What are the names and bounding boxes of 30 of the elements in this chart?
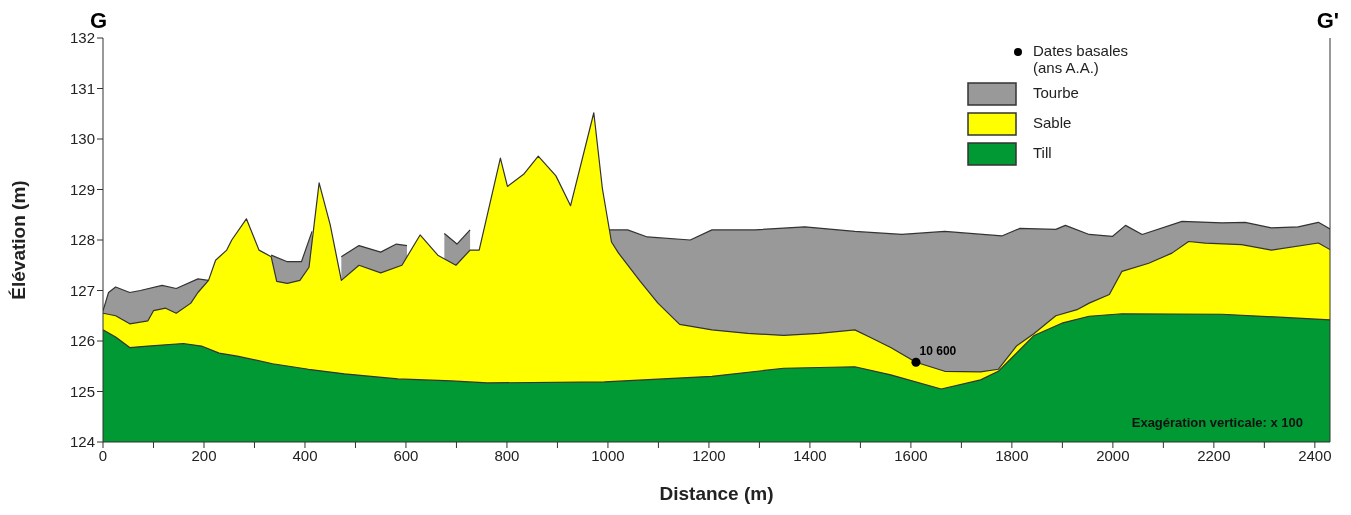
y-tick-label: 130	[69, 130, 95, 148]
annotation: Exagération verticale: x 100	[1131, 415, 1303, 430]
x-axis-title: Distance (m)	[659, 483, 774, 504]
x-tick-label: 2400	[1298, 446, 1332, 464]
x-tick-label: 200	[191, 446, 217, 464]
x-tick-label: 1200	[692, 446, 726, 464]
x-tick-label: 1400	[793, 446, 827, 464]
x-tick-label: 400	[292, 446, 318, 464]
annotation: 10 600	[919, 344, 957, 359]
text: G'	[1316, 8, 1339, 34]
y-tick-label: 129	[69, 180, 95, 198]
y-tick-label: 125	[69, 382, 95, 400]
x-tick-label: 800	[494, 446, 520, 464]
x-tick-label: 1600	[894, 446, 928, 464]
legend-label: Dates basales (ans A.A.)	[1033, 41, 1130, 76]
legend-label: Tourbe	[1033, 83, 1080, 101]
y-axis-title: Élévation (m)	[7, 180, 29, 300]
x-tick-label: 2000	[1096, 446, 1130, 464]
x-tick-label: 1000	[591, 446, 625, 464]
legend-label: Sable	[1033, 113, 1073, 131]
y-tick-label: 124	[69, 433, 95, 451]
y-tick-label: 127	[69, 281, 95, 299]
legend-label: Till	[1033, 143, 1053, 161]
y-tick-label: 131	[69, 79, 95, 97]
x-tick-label: 1800	[995, 446, 1029, 464]
y-tick-label: 126	[69, 332, 95, 350]
x-tick-label: 0	[98, 446, 108, 464]
x-tick-label: 2200	[1197, 446, 1231, 464]
x-tick-label: 600	[393, 446, 419, 464]
y-tick-label: 128	[69, 231, 95, 249]
